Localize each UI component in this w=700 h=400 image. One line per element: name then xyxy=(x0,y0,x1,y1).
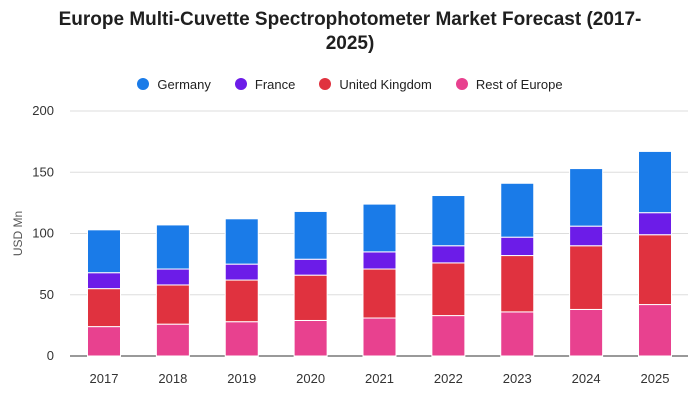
legend-swatch-germany xyxy=(137,78,149,90)
bar-france-2023[interactable] xyxy=(501,237,534,255)
bar-rest-of-europe-2025[interactable] xyxy=(639,305,672,356)
bar-rest-of-europe-2020[interactable] xyxy=(294,320,327,356)
chart-title-line-2: 2025) xyxy=(40,32,660,56)
legend-item-france[interactable]: France xyxy=(235,77,295,92)
bar-germany-2017[interactable] xyxy=(88,230,121,273)
bar-france-2024[interactable] xyxy=(570,226,603,246)
bar-united-kingdom-2025[interactable] xyxy=(639,235,672,305)
x-tick-label-2024: 2024 xyxy=(572,371,601,386)
bar-germany-2024[interactable] xyxy=(570,169,603,227)
y-tick-label-50: 50 xyxy=(40,287,54,302)
bar-rest-of-europe-2022[interactable] xyxy=(432,316,465,356)
bar-united-kingdom-2021[interactable] xyxy=(363,269,396,318)
bar-france-2017[interactable] xyxy=(88,273,121,289)
legend-swatch-united-kingdom xyxy=(319,78,331,90)
y-tick-label-200: 200 xyxy=(32,103,54,118)
bar-united-kingdom-2018[interactable] xyxy=(156,285,189,324)
bar-germany-2023[interactable] xyxy=(501,183,534,237)
bar-united-kingdom-2024[interactable] xyxy=(570,246,603,310)
x-tick-label-2022: 2022 xyxy=(434,371,463,386)
bar-france-2025[interactable] xyxy=(639,213,672,235)
bar-rest-of-europe-2021[interactable] xyxy=(363,318,396,356)
legend-label-france: France xyxy=(255,77,295,92)
bar-france-2022[interactable] xyxy=(432,246,465,263)
chart-title-line-1: Europe Multi-Cuvette Spectrophotometer M… xyxy=(40,8,660,32)
legend-item-rest-of-europe[interactable]: Rest of Europe xyxy=(456,77,563,92)
x-tick-label-2017: 2017 xyxy=(90,371,119,386)
bar-germany-2019[interactable] xyxy=(225,219,258,264)
bar-rest-of-europe-2019[interactable] xyxy=(225,322,258,356)
x-tick-label-2023: 2023 xyxy=(503,371,532,386)
bar-united-kingdom-2017[interactable] xyxy=(88,289,121,327)
y-axis-title: USD Mn xyxy=(11,211,25,256)
chart-legend: Germany France United Kingdom Rest of Eu… xyxy=(0,74,700,94)
bar-rest-of-europe-2024[interactable] xyxy=(570,309,603,356)
bar-france-2021[interactable] xyxy=(363,252,396,269)
x-tick-label-2020: 2020 xyxy=(296,371,325,386)
bar-germany-2022[interactable] xyxy=(432,196,465,246)
bar-germany-2018[interactable] xyxy=(156,225,189,269)
bar-united-kingdom-2019[interactable] xyxy=(225,280,258,322)
x-tick-label-2019: 2019 xyxy=(227,371,256,386)
bar-france-2020[interactable] xyxy=(294,259,327,275)
y-tick-label-150: 150 xyxy=(32,164,54,179)
legend-item-germany[interactable]: Germany xyxy=(137,77,210,92)
legend-swatch-rest-of-europe xyxy=(456,78,468,90)
bar-rest-of-europe-2017[interactable] xyxy=(88,327,121,356)
bar-rest-of-europe-2018[interactable] xyxy=(156,324,189,356)
bar-france-2018[interactable] xyxy=(156,269,189,285)
bar-united-kingdom-2023[interactable] xyxy=(501,256,534,312)
legend-label-germany: Germany xyxy=(157,77,210,92)
x-tick-label-2021: 2021 xyxy=(365,371,394,386)
legend-item-united-kingdom[interactable]: United Kingdom xyxy=(319,77,432,92)
bar-germany-2020[interactable] xyxy=(294,211,327,259)
bar-france-2019[interactable] xyxy=(225,264,258,280)
bar-united-kingdom-2022[interactable] xyxy=(432,263,465,316)
y-tick-label-100: 100 xyxy=(32,226,54,241)
chart-title: Europe Multi-Cuvette Spectrophotometer M… xyxy=(40,8,660,56)
legend-swatch-france xyxy=(235,78,247,90)
bar-united-kingdom-2020[interactable] xyxy=(294,275,327,320)
bar-rest-of-europe-2023[interactable] xyxy=(501,312,534,356)
x-tick-label-2025: 2025 xyxy=(641,371,670,386)
bar-germany-2025[interactable] xyxy=(639,151,672,212)
bar-germany-2021[interactable] xyxy=(363,204,396,252)
legend-label-united-kingdom: United Kingdom xyxy=(339,77,432,92)
legend-label-rest-of-europe: Rest of Europe xyxy=(476,77,563,92)
y-tick-label-0: 0 xyxy=(47,348,54,363)
x-tick-label-2018: 2018 xyxy=(158,371,187,386)
